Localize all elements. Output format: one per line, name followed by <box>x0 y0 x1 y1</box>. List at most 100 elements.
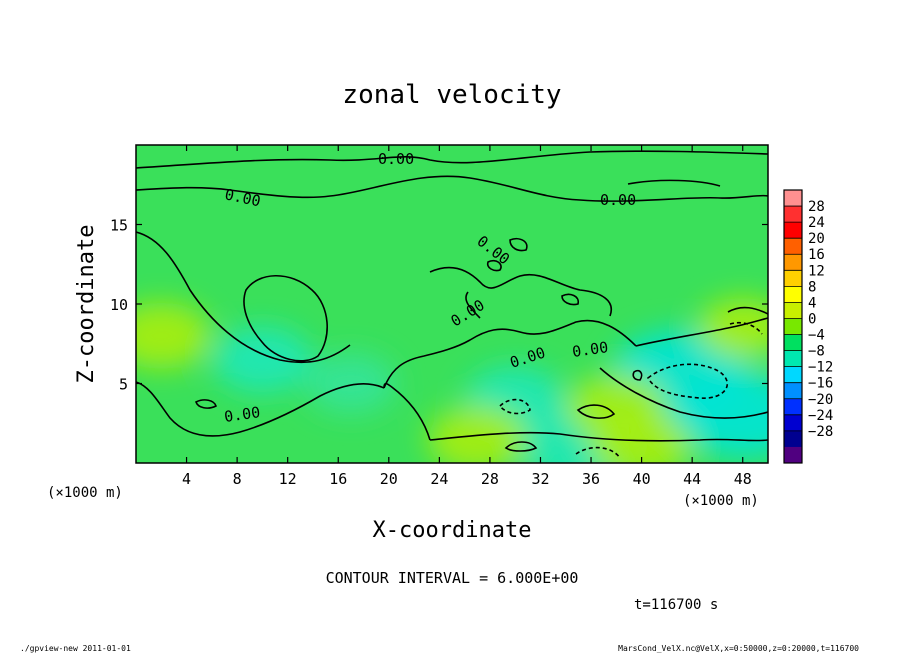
field-feature <box>305 353 396 414</box>
colorbar-swatch <box>784 398 802 416</box>
contour-line <box>136 150 768 169</box>
contour-interval: CONTOUR INTERVAL = 6.000E+00 <box>326 569 579 587</box>
contour-line <box>429 431 768 442</box>
contour-line <box>136 175 768 202</box>
colorbar-swatch <box>784 270 802 287</box>
x-tick-label: 28 <box>481 470 499 488</box>
y-tick-label: 15 <box>110 217 128 235</box>
x-tick-label: 36 <box>582 470 600 488</box>
colorbar-swatch <box>784 334 802 352</box>
contour-line <box>576 404 616 419</box>
field-feature <box>212 326 313 393</box>
contour-line <box>383 319 637 389</box>
contour-line <box>646 363 729 399</box>
colorbar-label: −24 <box>808 408 833 424</box>
contour-line <box>627 179 721 187</box>
contour-label: 0.00 <box>223 403 261 426</box>
x-tick-label: 48 <box>734 470 752 488</box>
field-feature <box>427 405 528 463</box>
colorbar-label: −12 <box>808 360 833 376</box>
contour-line <box>632 369 643 381</box>
colorbar-frame <box>783 189 803 464</box>
x-tick-label: 4 <box>182 470 191 488</box>
colorbar-swatch <box>784 206 802 223</box>
colorbar-swatch <box>784 318 802 336</box>
chart-title: zonal velocity <box>342 80 561 110</box>
contour-line <box>136 231 351 364</box>
colorbar-label: 12 <box>808 263 825 279</box>
colorbar-swatch <box>784 446 802 464</box>
contour-label: 0.00 <box>571 338 609 361</box>
colorbar-label: −28 <box>808 424 833 440</box>
contour-line <box>599 367 768 419</box>
x-tick-label: 24 <box>430 470 448 488</box>
plot-area: 0.00 0.00 0.00 0.00 0.00 0.00 0.00 0.00 … <box>110 144 769 488</box>
x-tick-label: 44 <box>683 470 701 488</box>
contour-line <box>136 381 385 437</box>
contour-line <box>729 321 763 335</box>
colorbar-swatch <box>784 366 802 384</box>
colorbar-swatch <box>784 430 802 448</box>
field-feature <box>136 302 212 369</box>
colorbar-swatch <box>784 190 802 207</box>
colorbar-swatch <box>784 222 802 239</box>
footer-left: ./gpview-new 2011-01-01 <box>20 644 131 653</box>
x-unit-right: (×1000 m) <box>683 493 759 509</box>
x-tick-label: 20 <box>380 470 398 488</box>
colorbar-label: 20 <box>808 231 825 247</box>
contour-line <box>727 306 768 315</box>
x-tick-label: 8 <box>233 470 242 488</box>
colorbar-swatch <box>784 350 802 368</box>
colorbar-label: −16 <box>808 376 833 392</box>
contour-line <box>465 291 481 319</box>
colorbar-swatch <box>784 382 802 400</box>
contour-line <box>504 441 538 452</box>
y-tick-label: 10 <box>110 296 128 314</box>
colorbar-label: 16 <box>808 247 825 263</box>
contour-line <box>486 259 502 272</box>
contour-label: 0.00 <box>378 150 414 168</box>
contour-line <box>383 382 431 441</box>
colorbar-swatch <box>784 286 802 303</box>
contour-line <box>575 446 621 459</box>
footer-right: MarsCond_VelX.nc@VelX,x=0:50000,z=0:2000… <box>618 644 859 653</box>
colorbar-label: 0 <box>808 311 816 327</box>
field-shading <box>136 297 768 463</box>
field-feature <box>591 413 692 463</box>
x-tick-label: 32 <box>531 470 549 488</box>
colorbar-swatch <box>784 254 802 271</box>
x-axis-label: X-coordinate <box>373 518 532 543</box>
y-axis: 5 10 15 <box>110 217 768 394</box>
time-label: t=116700 s <box>634 597 718 613</box>
contour-line <box>243 274 328 362</box>
colorbar-label: 28 <box>808 199 825 215</box>
colorbar-label: 24 <box>808 215 825 231</box>
contour-lines <box>136 150 768 459</box>
field-feature <box>678 372 768 459</box>
x-unit-left: (×1000 m) <box>47 485 123 501</box>
y-axis-label: Z-coordinate <box>74 225 99 384</box>
colorbar-swatch <box>784 302 802 319</box>
colorbar-swatch <box>784 238 802 255</box>
y-tick-label: 5 <box>119 376 128 394</box>
x-axis: 4 8 12 16 20 24 28 32 36 40 44 48 <box>182 145 752 488</box>
contour-line <box>561 293 580 306</box>
colorbar-swatch <box>784 414 802 432</box>
colorbar-label: 4 <box>808 295 816 311</box>
colorbar-label: −4 <box>808 328 825 344</box>
contour-line <box>195 399 217 409</box>
contour-label: 0.00 <box>600 191 636 209</box>
field-feature <box>697 297 768 358</box>
contour-line <box>509 237 528 252</box>
contour-line <box>498 398 531 415</box>
colorbar-label: −8 <box>808 344 825 360</box>
colorbar-label: 8 <box>808 279 816 295</box>
x-tick-label: 16 <box>329 470 347 488</box>
x-tick-label: 12 <box>279 470 297 488</box>
colorbar-label: −20 <box>808 392 833 408</box>
contour-line <box>429 266 613 317</box>
x-tick-label: 40 <box>633 470 651 488</box>
contour-line <box>635 317 768 347</box>
